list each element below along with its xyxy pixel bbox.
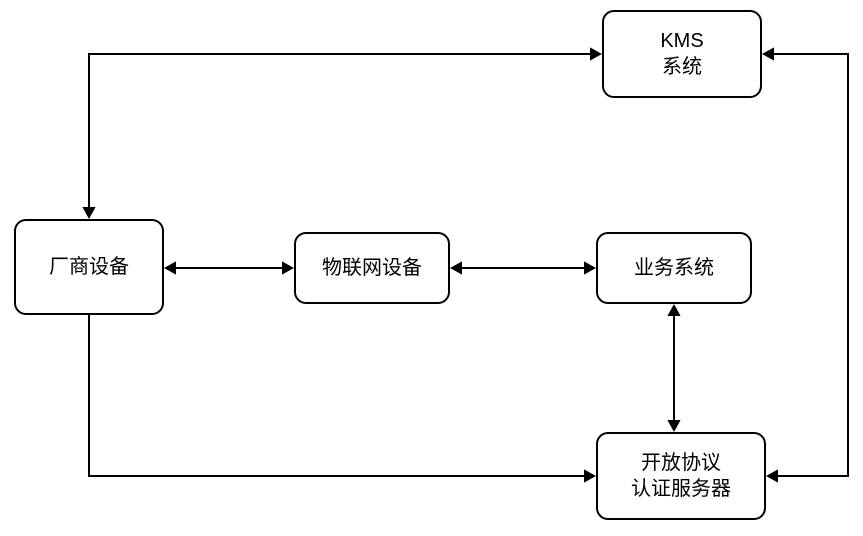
node-vendor-line1: 厂商设备 <box>49 254 129 280</box>
node-iot: 物联网设备 <box>294 232 450 304</box>
node-kms: KMS 系统 <box>602 10 762 98</box>
node-auth: 开放协议 认证服务器 <box>596 432 766 520</box>
node-auth-line2: 认证服务器 <box>631 476 731 502</box>
node-biz: 业务系统 <box>596 232 752 304</box>
node-kms-line2: 系统 <box>662 54 702 80</box>
node-auth-line1: 开放协议 <box>641 450 721 476</box>
node-vendor: 厂商设备 <box>14 219 164 315</box>
node-biz-line1: 业务系统 <box>634 255 714 281</box>
node-iot-line1: 物联网设备 <box>322 255 422 281</box>
diagram-canvas: KMS 系统 厂商设备 物联网设备 业务系统 开放协议 认证服务器 <box>0 0 863 536</box>
node-kms-line1: KMS <box>660 28 703 54</box>
